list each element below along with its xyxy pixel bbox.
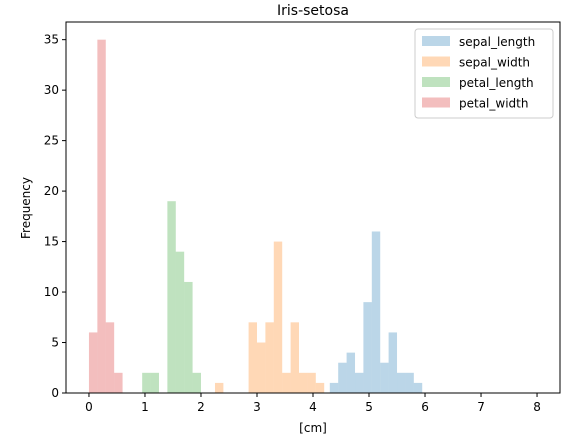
bar-sepal-length-1 — [338, 362, 347, 393]
legend-label-sepal-length: sepal_length — [459, 35, 535, 49]
bar-sepal-width-0 — [214, 382, 224, 393]
bar-petal-length-0 — [142, 372, 151, 393]
y-tick-label: 5 — [51, 336, 59, 350]
bar-petal-length-3 — [167, 201, 176, 393]
bar-sepal-length-7 — [388, 332, 398, 393]
bar-petal-width-2 — [105, 322, 115, 393]
bar-petal-width-1 — [97, 39, 106, 394]
legend-swatch-sepal-length — [422, 36, 450, 46]
legend-box — [414, 28, 554, 119]
y-tick-label: 20 — [44, 184, 59, 198]
x-tick-label: 1 — [141, 400, 149, 414]
bar-sepal-length-0 — [329, 382, 339, 393]
y-tick-label: 15 — [44, 235, 59, 249]
x-axis-ticks: 0 1 2 3 4 5 6 7 8 — [85, 393, 541, 414]
bar-petal-width-3 — [114, 372, 123, 393]
bar-sepal-length-2 — [346, 352, 356, 393]
bar-sepal-length-10 — [413, 382, 423, 393]
y-tick-label: 30 — [44, 83, 59, 97]
y-tick-label: 0 — [51, 386, 59, 400]
legend-label-sepal-width: sepal_width — [459, 56, 530, 70]
y-axis-ticks: 0 5 10 15 20 25 30 35 — [44, 33, 66, 400]
bar-sepal-width-11 — [307, 372, 316, 393]
bar-sepal-length-6 — [380, 362, 389, 393]
bar-sepal-width-12 — [315, 382, 325, 393]
x-tick-label: 6 — [421, 400, 429, 414]
bar-sepal-width-9 — [290, 322, 299, 393]
x-tick-label: 7 — [477, 400, 485, 414]
x-tick-label: 4 — [309, 400, 317, 414]
bar-petal-length-4 — [175, 251, 185, 393]
histogram-bars — [88, 39, 423, 394]
x-tick-label: 8 — [533, 400, 541, 414]
x-tick-label: 0 — [85, 400, 93, 414]
y-tick-label: 35 — [44, 33, 59, 47]
bar-sepal-length-5 — [371, 231, 381, 393]
bar-sepal-width-8 — [282, 372, 291, 393]
x-tick-label: 5 — [365, 400, 373, 414]
y-tick-label: 10 — [44, 285, 59, 299]
legend-label-petal-width: petal_width — [459, 97, 528, 111]
legend-swatch-sepal-width — [422, 56, 450, 67]
bar-sepal-width-7 — [273, 241, 283, 393]
bar-sepal-length-3 — [355, 372, 364, 393]
x-axis-title: [cm] — [299, 421, 327, 435]
bar-petal-length-1 — [150, 372, 159, 393]
chart-title: Iris-setosa — [277, 3, 349, 19]
x-tick-label: 2 — [197, 400, 205, 414]
y-axis-title: Frequency — [19, 177, 33, 239]
legend-label-petal-length: petal_length — [459, 76, 534, 90]
bar-petal-width-0 — [88, 332, 98, 393]
legend: sepal_length sepal_width petal_lengthpetal… — [414, 28, 554, 119]
bar-sepal-width-6 — [265, 322, 274, 393]
bar-sepal-length-4 — [363, 302, 372, 393]
bar-petal-length-6 — [192, 372, 201, 393]
bar-sepal-length-9 — [405, 372, 414, 393]
y-tick-label: 25 — [44, 134, 59, 148]
bar-petal-length-5 — [184, 281, 193, 393]
x-tick-label: 3 — [253, 400, 261, 414]
legend-swatch-petal-length — [422, 77, 450, 87]
bar-sepal-width-4 — [248, 322, 257, 393]
bar-sepal-length-8 — [397, 372, 406, 393]
bar-sepal-width-10 — [298, 372, 308, 393]
bar-sepal-width-5 — [256, 342, 266, 393]
legend-swatch-petal-width — [422, 97, 450, 108]
